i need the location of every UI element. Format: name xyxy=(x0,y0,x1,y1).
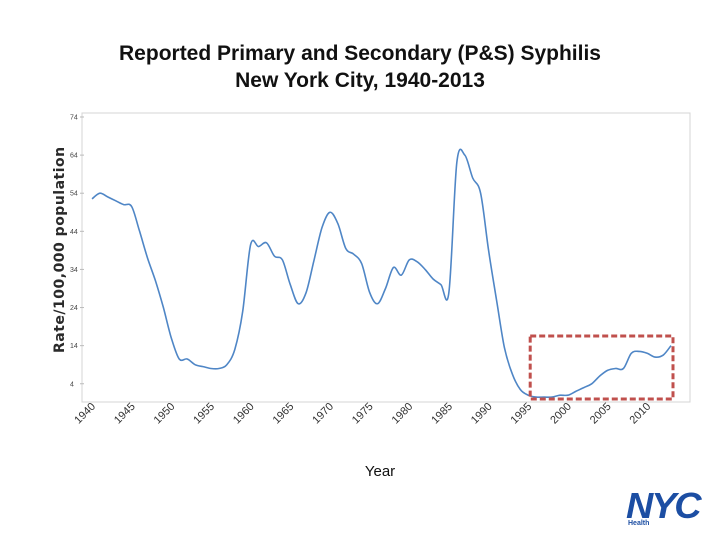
y-tick-label-44: 44 xyxy=(70,229,78,236)
logo-health-text: Health xyxy=(628,520,650,527)
y-tick-label-54: 54 xyxy=(70,191,78,198)
x-tick-label-1945: 1945 xyxy=(112,401,138,427)
y-tick-label-14: 14 xyxy=(70,343,78,350)
y-tick-label-34: 34 xyxy=(70,267,78,274)
x-tick-label-1985: 1985 xyxy=(429,401,455,427)
y-axis-label: Rate/100,000 population xyxy=(52,146,68,353)
x-tick-label-1950: 1950 xyxy=(152,401,178,427)
series-line-0 xyxy=(91,148,672,399)
x-tick-label-2000: 2000 xyxy=(548,401,574,427)
x-tick-label-1955: 1955 xyxy=(191,401,217,427)
y-tick-label-24: 24 xyxy=(70,305,78,312)
x-tick-label-1990: 1990 xyxy=(469,401,495,427)
chart-title: Reported Primary and Secondary (P&S) Syp… xyxy=(0,40,720,94)
chart-title-line1: Reported Primary and Secondary (P&S) Syp… xyxy=(119,42,601,65)
chart-title-line2: New York City, 1940-2013 xyxy=(235,69,485,92)
x-tick-label-2005: 2005 xyxy=(588,401,614,427)
highlight-box xyxy=(528,334,675,401)
y-tick-label-4: 4 xyxy=(70,381,74,388)
x-axis-label: Year xyxy=(364,463,396,480)
logo-nyc-text: NYC xyxy=(626,485,702,526)
x-tick-label-1970: 1970 xyxy=(310,401,336,427)
x-tick-label-1940: 1940 xyxy=(72,401,98,427)
y-tick-label-64: 64 xyxy=(70,153,78,160)
x-tick-label-1960: 1960 xyxy=(231,401,257,427)
plot-frame xyxy=(81,112,691,403)
x-tick-label-1980: 1980 xyxy=(390,401,416,427)
x-tick-label-1965: 1965 xyxy=(271,401,297,427)
x-tick-label-2010: 2010 xyxy=(628,401,654,427)
y-tick-label-74: 74 xyxy=(70,115,78,122)
nyc-health-logo: NYC Health xyxy=(626,488,706,530)
x-tick-label-1975: 1975 xyxy=(350,401,376,427)
x-tick-label-1995: 1995 xyxy=(509,401,535,427)
